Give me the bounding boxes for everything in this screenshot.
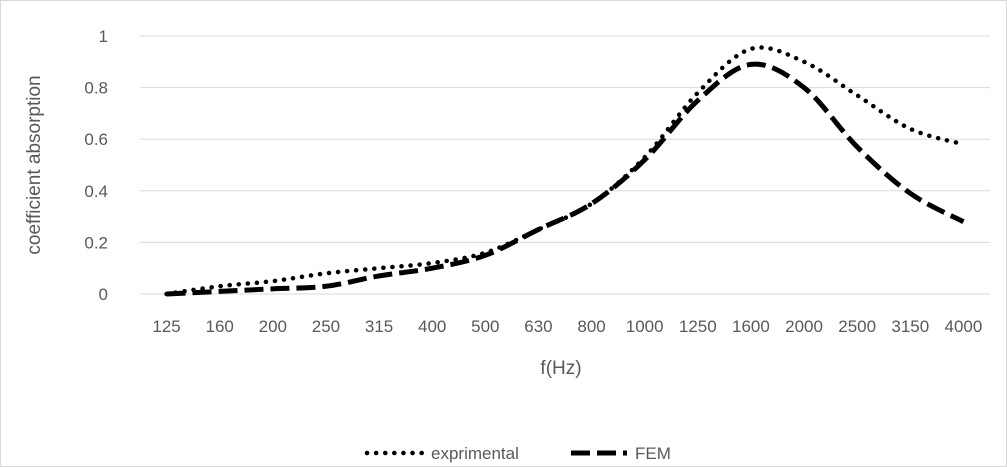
x-tick-label-2500: 2500 — [838, 317, 876, 336]
x-tick-label-1000: 1000 — [626, 317, 664, 336]
x-tick-label-2000: 2000 — [785, 317, 823, 336]
x-tick-label-400: 400 — [418, 317, 446, 336]
x-tick-label-4000: 4000 — [945, 317, 983, 336]
x-axis-title: f(Hz) — [540, 358, 581, 379]
x-tick-label-630: 630 — [524, 317, 552, 336]
x-tick-label-200: 200 — [259, 317, 287, 336]
x-axis-tick-labels: 125 160 200 250 315 400 500 630 800 1000 1250 1600 2… — [152, 317, 982, 336]
x-tick-label-160: 160 — [206, 317, 234, 336]
series-line-exprimental — [164, 45, 966, 297]
x-tick-label-250: 250 — [312, 317, 340, 336]
y-tick-label-0-4: 0.4 — [84, 182, 108, 201]
y-tick-label-0-6: 0.6 — [84, 130, 108, 149]
legend-label-fem: FEM — [635, 444, 671, 463]
x-tick-label-800: 800 — [577, 317, 605, 336]
legend: exprimental FEM — [364, 444, 671, 463]
x-tick-label-315: 315 — [365, 317, 393, 336]
y-tick-label-1: 1 — [99, 27, 108, 46]
y-tick-label-0-2: 0.2 — [84, 233, 108, 252]
x-tick-label-1600: 1600 — [732, 317, 770, 336]
series-lines — [164, 45, 966, 297]
series-line-fem — [166, 61, 965, 297]
y-axis-title: coefficient absorption — [24, 75, 45, 254]
legend-label-exprimental: exprimental — [431, 444, 519, 463]
x-tick-label-500: 500 — [471, 317, 499, 336]
y-tick-label-0-8: 0.8 — [84, 79, 108, 98]
x-tick-label-125: 125 — [152, 317, 180, 336]
x-tick-label-1250: 1250 — [679, 317, 717, 336]
gridlines — [140, 35, 990, 295]
y-axis-tick-labels: 0 0.2 0.4 0.6 0.8 1 — [84, 27, 108, 304]
y-tick-label-0: 0 — [99, 285, 108, 304]
x-tick-label-3150: 3150 — [891, 317, 929, 336]
